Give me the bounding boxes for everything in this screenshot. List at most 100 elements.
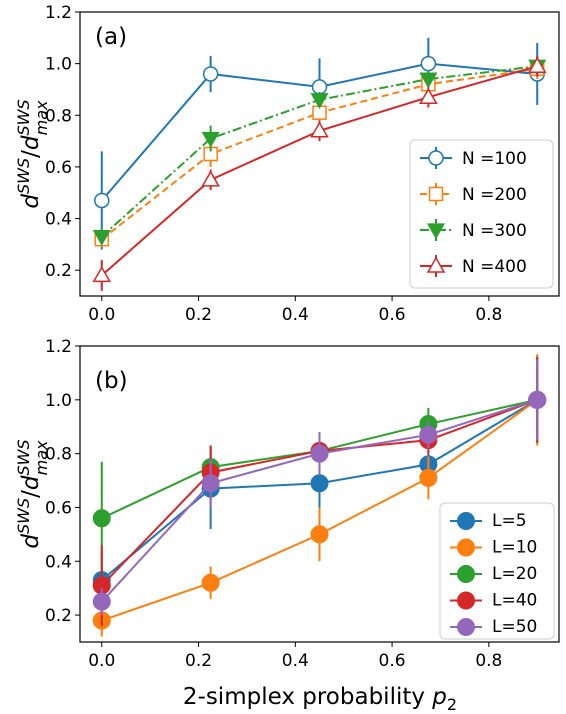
legend-marker — [426, 256, 446, 273]
x-tick-label: 0.0 — [88, 305, 115, 325]
panel-label-b: (b) — [95, 368, 128, 394]
y-tick-label: 0.2 — [45, 606, 72, 626]
y-tick-label: 0.4 — [45, 210, 72, 230]
y-tick-label: 0.2 — [45, 261, 72, 281]
legend-entry: L=5 — [450, 511, 527, 531]
x-label-sub: 2 — [447, 695, 457, 714]
y-label-b-d: d — [18, 534, 44, 549]
legend-a: N =100 N =200 N =300 N =400 — [409, 139, 554, 289]
y-label-b-sub2: max — [32, 440, 51, 475]
x-tick-label: 0.2 — [185, 651, 212, 671]
panel-a: 0.0 0.2 0.4 0.6 0.80.20.40.60.81.01.2 (a) dS… — [14, 3, 560, 325]
data-point — [419, 72, 438, 89]
legend-label: N =400 — [462, 257, 527, 277]
data-point — [92, 265, 112, 283]
legend-marker — [428, 186, 444, 202]
x-label-text: 2-simplex probability — [183, 684, 432, 710]
data-point — [420, 55, 437, 72]
y-tick-label: 0.8 — [45, 445, 72, 465]
legend-entry: N =200 — [420, 183, 527, 205]
y-label-b-sup2: SWS — [14, 439, 33, 475]
y-tick-label: 1.0 — [45, 391, 72, 411]
x-tick-label: 0.4 — [282, 305, 309, 325]
panel-label-a: (a) — [95, 24, 127, 50]
y-tick-label: 0.8 — [45, 106, 72, 126]
series-b-5 — [92, 359, 547, 616]
data-point — [92, 230, 111, 246]
data-point — [201, 573, 220, 592]
data-point — [419, 468, 438, 487]
y-label-a-sup1: SWS — [14, 158, 33, 194]
axes-a: 0.0 0.2 0.4 0.6 0.8 0.2 0.4 0.6 0.8 1.0 1.2 — [45, 3, 502, 325]
data-point — [310, 121, 329, 138]
data-point — [201, 170, 220, 187]
legend-entry: L=50 — [450, 617, 537, 637]
legend-marker — [457, 591, 475, 610]
y-label-a-sup2: SWS — [14, 99, 33, 135]
legend-entry: N =100 — [420, 147, 527, 169]
x-tick-label: 0.6 — [379, 305, 406, 325]
legend-marker — [457, 512, 475, 530]
legend-entry: L=20 — [450, 564, 537, 584]
y-tick-label: 1.2 — [45, 337, 72, 357]
y-tick-label: 0.6 — [45, 158, 72, 178]
data-point — [201, 131, 220, 148]
y-label-a-slash: / — [18, 150, 44, 158]
y-label-b-sup1: SWS — [14, 498, 33, 534]
legend-marker — [457, 618, 475, 636]
data-point — [92, 592, 111, 611]
legend-box — [409, 139, 554, 289]
axes-b: 0.0 0.2 0.4 0.6 0.8 0.2 0.4 0.6 0.8 1.0 1.2 — [45, 337, 502, 671]
legend-entry: N =400 — [420, 255, 527, 277]
y-label-a-d: d — [18, 194, 44, 209]
x-tick-label: 0.0 — [88, 651, 115, 671]
data-point — [419, 87, 438, 104]
x-tick-label: 0.4 — [282, 651, 309, 671]
y-label-b-slash: / — [18, 490, 44, 498]
legend-marker — [428, 150, 444, 166]
y-tick-label: 0.4 — [45, 552, 72, 572]
data-point — [310, 444, 329, 463]
legend-label: L=50 — [492, 617, 537, 637]
data-point — [310, 93, 329, 109]
x-tick-label: 0.8 — [475, 651, 502, 671]
data-point — [528, 390, 547, 409]
legend-label: N =200 — [462, 185, 527, 205]
legend-label: L=10 — [492, 538, 537, 558]
legend-b: L=5 L=10 L=20 L=40 L=50 — [439, 502, 555, 640]
data-point — [94, 192, 110, 209]
legend-entry: L=10 — [450, 538, 537, 558]
panel-b: 0.0 0.2 0.4 0.6 0.80.20.40.60.81.01.2 (b) dS… — [14, 337, 560, 714]
x-label-p: p — [431, 684, 447, 710]
legend-marker — [457, 565, 475, 583]
data-point — [311, 79, 328, 95]
data-point — [527, 56, 547, 73]
legend-label: L=40 — [492, 591, 537, 611]
x-tick-label: 0.8 — [475, 305, 502, 325]
data-point — [202, 66, 219, 82]
y-tick-label: 1.2 — [45, 3, 72, 23]
y-axis-label-b: dSWS/dSWSmax — [14, 439, 51, 548]
legend-entry: L=40 — [450, 591, 537, 611]
y-tick-label: 0.6 — [45, 498, 72, 518]
legend-label: L=5 — [492, 511, 527, 531]
data-point — [310, 474, 329, 493]
series-group-a — [92, 37, 547, 291]
data-point — [201, 474, 220, 493]
y-label-a-d2: d — [18, 135, 44, 150]
x-tick-label: 0.6 — [379, 651, 406, 671]
y-label-b-d2: d — [18, 475, 44, 490]
legend-label: N =100 — [462, 149, 527, 169]
y-axis-label-a: dSWS/dSWSmax — [14, 99, 51, 208]
x-tick-label: 0.2 — [185, 305, 212, 325]
legend-entry: N =300 — [420, 219, 527, 241]
y-tick-label: 1.0 — [45, 55, 72, 75]
data-point — [419, 425, 438, 444]
data-point — [310, 525, 329, 544]
y-label-a-sub2: max — [32, 100, 51, 135]
legend-label: L=20 — [492, 564, 537, 584]
x-axis-label: 2-simplex probability p2 — [183, 684, 457, 714]
series-group-b — [92, 354, 547, 637]
series-a-4 — [92, 55, 547, 291]
